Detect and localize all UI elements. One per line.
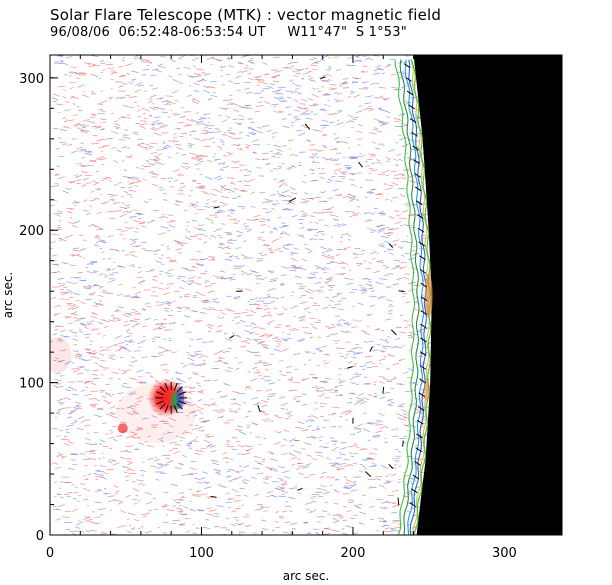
vector-arrow — [176, 386, 183, 393]
vector-arrow — [156, 400, 164, 405]
y-tick-label: 100 — [19, 377, 44, 392]
small-spot — [117, 423, 128, 434]
limb-bright-patch — [424, 273, 433, 318]
vector-arrow — [412, 474, 420, 480]
vector-arrow — [369, 346, 373, 352]
x-axis-label: arc sec. — [283, 569, 329, 583]
vector-arrow — [178, 391, 187, 396]
plot-area — [50, 55, 562, 535]
vector-arrow — [210, 495, 217, 498]
vector-arrow — [213, 206, 220, 209]
vector-arrow — [159, 403, 166, 410]
vector-arrow — [414, 460, 421, 466]
vector-arrow — [417, 406, 425, 411]
x-tick-label: 200 — [341, 546, 366, 561]
sunspot-vectors — [155, 381, 188, 414]
x-tick-label: 100 — [189, 546, 214, 561]
limb-contour-line — [394, 59, 416, 535]
vector-arrow — [390, 329, 397, 336]
vector-arrow — [173, 382, 178, 391]
vector-arrow — [419, 351, 427, 357]
vector-arrow — [403, 63, 411, 69]
vector-arrow — [405, 76, 412, 82]
vector-arrow — [419, 364, 427, 370]
vector-arrow — [164, 405, 169, 413]
vector-arrow — [382, 386, 385, 394]
x-tick-label: 300 — [492, 546, 517, 561]
vector-arrow — [416, 200, 423, 206]
field-texture — [50, 55, 435, 535]
vector-arrow — [415, 186, 422, 192]
axes: 0 100 200 300 0 100 200 300 — [19, 54, 563, 561]
vector-arrow — [408, 104, 415, 110]
vector-arrow — [229, 335, 235, 339]
positive-field-strokes — [50, 55, 434, 535]
vector-arrow — [414, 172, 421, 178]
vector-arrow — [398, 290, 405, 293]
vector-arrow — [320, 76, 326, 80]
vector-arrow — [365, 471, 372, 477]
vector-arrow — [347, 366, 353, 369]
vector-arrow — [164, 382, 169, 391]
y-axis-label: arc sec. — [1, 272, 15, 318]
vector-arrow — [397, 497, 400, 506]
vector-arrow — [388, 463, 394, 469]
vector-arrow — [420, 310, 428, 315]
scattered-vectors — [210, 76, 405, 506]
vector-arrow — [418, 241, 426, 247]
y-tick-label: 0 — [36, 529, 44, 544]
y-tick-label: 300 — [19, 72, 44, 87]
vector-arrow — [402, 440, 404, 447]
vector-arrow — [416, 419, 424, 425]
x-tick-label: 0 — [46, 546, 54, 561]
off-disk-region — [413, 55, 562, 535]
vector-arrow — [159, 386, 166, 393]
negative-field-strokes — [50, 55, 435, 535]
chart-title: Solar Flare Telescope (MTK) : vector mag… — [50, 6, 442, 24]
vector-arrow — [416, 433, 423, 439]
limb-contour-line — [399, 59, 420, 535]
vector-arrow — [412, 145, 419, 151]
vector-arrow — [411, 131, 418, 137]
vector-arrow — [420, 282, 427, 288]
vector-arrow — [388, 242, 394, 248]
vector-arrow — [297, 487, 303, 491]
vector-arrow — [420, 296, 428, 302]
chart-subtitle: 96/08/06 06:52:48-06:53:54 UT W11°47" S … — [50, 25, 407, 40]
vector-arrow — [176, 403, 183, 410]
vector-arrow — [411, 488, 418, 494]
plot-frame — [49, 54, 563, 536]
vector-arrow — [415, 447, 422, 453]
vector-arrow — [257, 404, 261, 413]
limb-bright-patch — [423, 378, 430, 403]
vector-arrow — [178, 400, 187, 405]
faint-positive-region — [50, 337, 72, 374]
vector-arrow — [418, 392, 426, 398]
y-tick-label: 200 — [19, 224, 44, 239]
vector-arrow — [288, 197, 297, 203]
vector-arrow — [409, 118, 417, 123]
vector-arrow — [304, 123, 311, 130]
vector-arrow — [420, 337, 427, 343]
vector-arrow — [358, 161, 363, 168]
vector-arrow — [173, 405, 178, 413]
vector-arrow — [409, 502, 416, 507]
vector-arrow — [417, 227, 425, 233]
vector-arrow — [419, 268, 427, 274]
vector-arrow — [420, 323, 427, 329]
vector-arrow — [416, 214, 424, 219]
vector-arrow — [419, 378, 426, 384]
vector-arrow — [413, 159, 420, 165]
vector-arrow — [156, 391, 164, 396]
vector-arrow — [406, 90, 414, 96]
vector-arrow — [419, 255, 426, 261]
